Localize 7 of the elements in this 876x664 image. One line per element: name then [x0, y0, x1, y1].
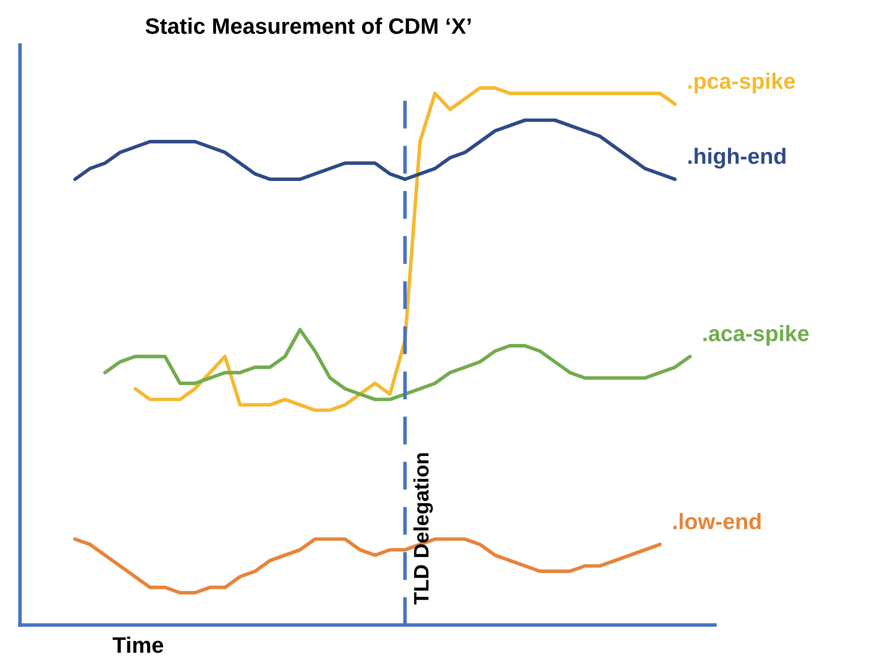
x-axis-title: Time [112, 636, 164, 653]
series-label: .aca-spike [703, 325, 809, 346]
series-label: .pca-spike [688, 72, 795, 94]
annotation: TLD Delegation [413, 453, 433, 604]
chart-title: Static Measurement of CDM ‘X’ [146, 18, 471, 34]
series-label: .low-end [673, 512, 761, 530]
series-label: .high-end [688, 148, 786, 169]
